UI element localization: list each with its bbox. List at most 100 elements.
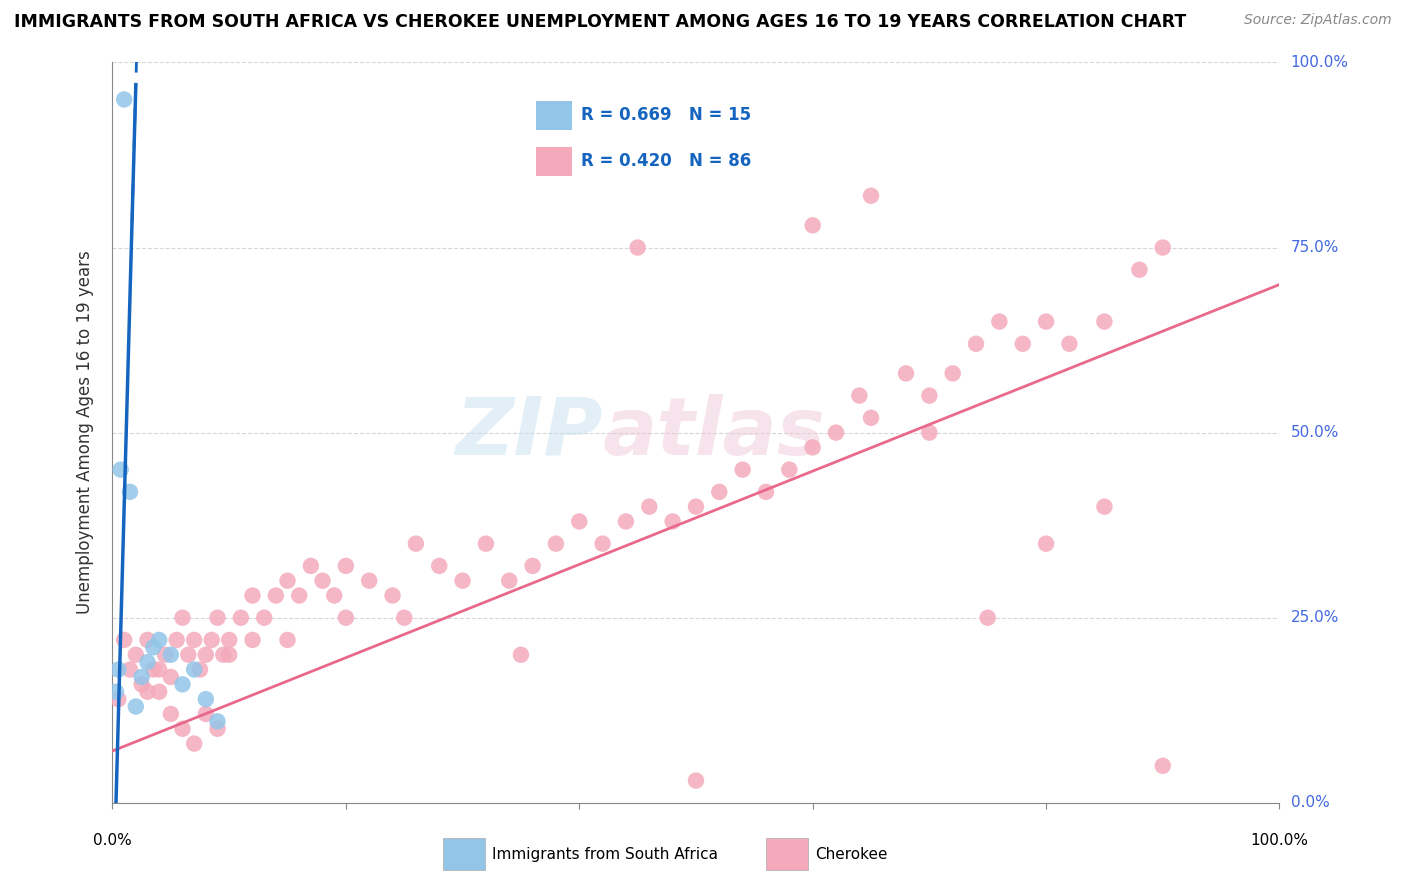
- Point: [194, 692, 217, 706]
- Point: [801, 441, 824, 455]
- Point: [183, 663, 205, 677]
- Point: [1094, 500, 1116, 514]
- Text: Source: ZipAtlas.com: Source: ZipAtlas.com: [1244, 13, 1392, 28]
- Point: [142, 663, 165, 677]
- Text: atlas: atlas: [603, 393, 825, 472]
- Point: [335, 558, 357, 573]
- Point: [160, 670, 183, 684]
- Point: [311, 574, 333, 588]
- Text: 0.0%: 0.0%: [93, 833, 132, 848]
- Point: [212, 648, 235, 662]
- Point: [976, 610, 998, 624]
- Point: [166, 632, 188, 647]
- Point: [148, 685, 170, 699]
- Text: IMMIGRANTS FROM SOUTH AFRICA VS CHEROKEE UNEMPLOYMENT AMONG AGES 16 TO 19 YEARS : IMMIGRANTS FROM SOUTH AFRICA VS CHEROKEE…: [14, 13, 1187, 31]
- Point: [860, 188, 883, 202]
- Point: [1011, 336, 1033, 351]
- Point: [918, 388, 941, 402]
- Point: [1035, 536, 1057, 550]
- Point: [276, 632, 298, 647]
- Point: [177, 648, 200, 662]
- Point: [172, 677, 194, 691]
- Point: [118, 663, 141, 677]
- Point: [110, 462, 132, 476]
- Y-axis label: Unemployment Among Ages 16 to 19 years: Unemployment Among Ages 16 to 19 years: [76, 251, 94, 615]
- Point: [1128, 262, 1150, 277]
- Point: [359, 574, 381, 588]
- Point: [685, 500, 707, 514]
- Point: [153, 648, 176, 662]
- Point: [1152, 240, 1174, 255]
- Point: [731, 462, 754, 476]
- Point: [264, 589, 287, 603]
- Text: ZIP: ZIP: [456, 393, 603, 472]
- Point: [638, 500, 661, 514]
- Point: [131, 670, 153, 684]
- Point: [801, 219, 824, 233]
- Point: [218, 632, 240, 647]
- Point: [194, 706, 217, 721]
- Point: [1035, 314, 1057, 328]
- Point: [207, 714, 229, 729]
- Point: [125, 699, 148, 714]
- Point: [148, 663, 170, 677]
- Point: [942, 367, 965, 381]
- Point: [136, 632, 159, 647]
- Point: [614, 515, 637, 529]
- Point: [136, 685, 159, 699]
- Point: [160, 648, 183, 662]
- Text: 25.0%: 25.0%: [1291, 610, 1339, 625]
- Point: [544, 536, 567, 550]
- Point: [131, 677, 153, 691]
- Point: [107, 663, 129, 677]
- Point: [201, 632, 224, 647]
- Point: [988, 314, 1011, 328]
- Point: [1094, 314, 1116, 328]
- Point: [405, 536, 427, 550]
- Point: [394, 610, 416, 624]
- Point: [276, 574, 298, 588]
- Point: [335, 610, 357, 624]
- Text: 50.0%: 50.0%: [1291, 425, 1339, 440]
- Point: [860, 410, 883, 425]
- Point: [709, 484, 731, 499]
- Point: [918, 425, 941, 440]
- Point: [172, 722, 194, 736]
- Text: 100.0%: 100.0%: [1250, 833, 1309, 848]
- Point: [848, 388, 870, 402]
- Point: [522, 558, 544, 573]
- Point: [183, 632, 205, 647]
- Text: 75.0%: 75.0%: [1291, 240, 1339, 255]
- Point: [207, 722, 229, 736]
- Point: [112, 632, 135, 647]
- Point: [183, 737, 205, 751]
- Point: [661, 515, 683, 529]
- Point: [112, 92, 135, 106]
- Point: [323, 589, 346, 603]
- Point: [568, 515, 591, 529]
- Text: 0.0%: 0.0%: [1291, 796, 1329, 810]
- Point: [451, 574, 474, 588]
- Point: [142, 640, 165, 655]
- Point: [253, 610, 276, 624]
- Text: 100.0%: 100.0%: [1291, 55, 1348, 70]
- Point: [381, 589, 404, 603]
- Point: [194, 648, 217, 662]
- Point: [299, 558, 322, 573]
- Point: [218, 648, 240, 662]
- Point: [509, 648, 531, 662]
- Point: [229, 610, 252, 624]
- Point: [288, 589, 311, 603]
- Text: Cherokee: Cherokee: [815, 847, 889, 862]
- Point: [160, 706, 183, 721]
- Point: [685, 773, 707, 788]
- Point: [1059, 336, 1081, 351]
- Text: Immigrants from South Africa: Immigrants from South Africa: [492, 847, 718, 862]
- Point: [592, 536, 614, 550]
- Point: [778, 462, 800, 476]
- Point: [125, 648, 148, 662]
- Point: [242, 589, 264, 603]
- Point: [188, 663, 211, 677]
- Point: [148, 632, 170, 647]
- Point: [1152, 758, 1174, 772]
